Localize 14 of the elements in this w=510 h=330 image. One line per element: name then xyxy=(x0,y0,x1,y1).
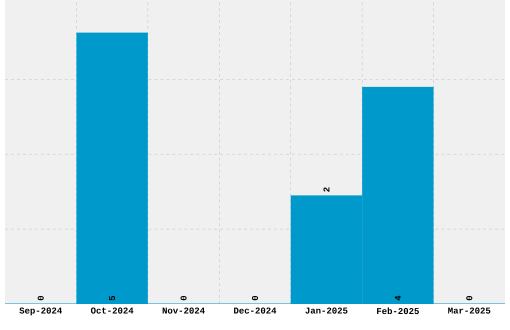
data-label: 4 xyxy=(394,296,401,300)
data-label: 0 xyxy=(180,296,187,300)
x-tick-label: Feb-2025 xyxy=(377,308,419,314)
data-label: 0 xyxy=(252,296,258,300)
x-tick-label: Oct-2024 xyxy=(90,308,134,314)
x-tick-label: Jan-2025 xyxy=(305,308,348,314)
data-label: 0 xyxy=(38,296,44,300)
x-tick-label: Sep-2024 xyxy=(19,308,62,316)
data-label: 5 xyxy=(109,296,116,300)
data-label: 0 xyxy=(466,296,472,300)
x-tick-label: Dec-2024 xyxy=(234,308,276,314)
x-tick-label: Nov-2024 xyxy=(162,308,205,314)
x-tick-label: Mar-2025 xyxy=(448,308,490,314)
data-label: 2 xyxy=(323,187,330,192)
